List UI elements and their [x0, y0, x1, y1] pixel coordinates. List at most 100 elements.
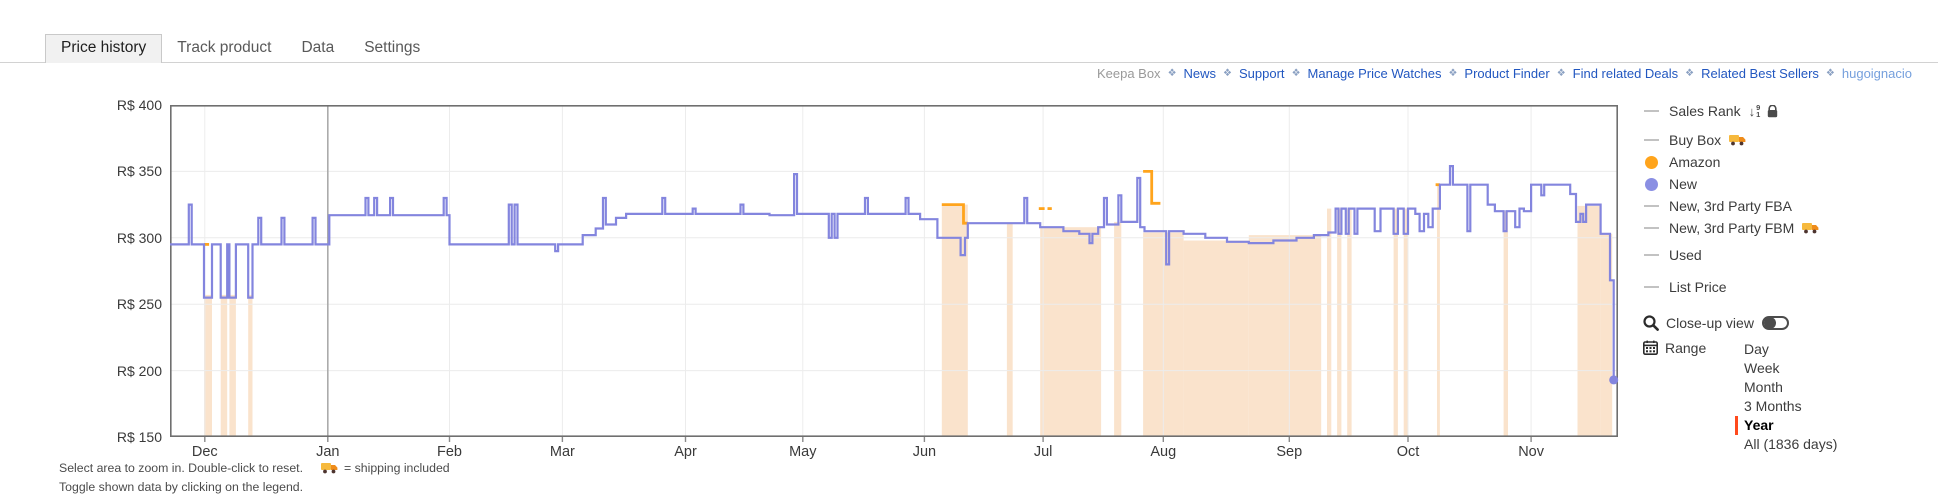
amazon-availability-band	[220, 294, 228, 437]
legend-item-new[interactable]: New	[1643, 175, 1837, 193]
fbm-marker	[1643, 227, 1660, 229]
link-separator-icon: ❖	[1556, 68, 1566, 79]
x-axis-label: Feb	[437, 444, 462, 460]
y-axis-label: R$ 200	[116, 362, 162, 379]
chart-legend: Sales Rank ↓ 9 1 Buy Box Amazon	[1643, 102, 1837, 454]
legend-label: New, 3rd Party FBM	[1669, 220, 1795, 236]
link-separator-icon: ❖	[1167, 68, 1177, 79]
tab-settings[interactable]: Settings	[364, 39, 421, 56]
x-axis-label: Apr	[674, 444, 697, 460]
amazon-availability-band	[1600, 233, 1613, 437]
range-option-month[interactable]: Month	[1744, 379, 1783, 395]
legend-label: Used	[1669, 247, 1702, 263]
legend-label: New	[1669, 176, 1698, 192]
keepa-box-label: Keepa Box	[1096, 66, 1161, 81]
news-link[interactable]: News	[1183, 66, 1217, 81]
support-link[interactable]: Support	[1239, 66, 1285, 81]
amazon-availability-band	[1393, 208, 1398, 437]
amazon-availability-band	[941, 204, 968, 437]
username-link[interactable]: hugoignacio	[1841, 66, 1912, 81]
link-separator-icon: ❖	[1223, 68, 1233, 79]
header-links: Keepa Box ❖ News ❖ Support ❖ Manage Pric…	[1097, 66, 1912, 81]
close-up-view-label: Close-up view	[1666, 315, 1754, 331]
legend-item-buy-box[interactable]: Buy Box	[1643, 131, 1837, 149]
tab-data[interactable]: Data	[301, 39, 335, 56]
sort-numeric-icon: ↓ 9 1	[1748, 103, 1761, 119]
price-history-chart[interactable]	[170, 105, 1619, 442]
new-price-line	[170, 165, 1615, 380]
amazon-availability-band	[204, 294, 212, 437]
range-option-year[interactable]: Year	[1735, 416, 1837, 435]
range-option-all[interactable]: All (1836 days)	[1744, 436, 1838, 452]
legend-label: Amazon	[1669, 154, 1721, 170]
range-option-3-months[interactable]: 3 Months	[1744, 398, 1802, 414]
x-axis-label: Jul	[1033, 444, 1053, 460]
amazon-price-line	[1143, 170, 1161, 205]
shipping-note: = shipping included	[344, 461, 450, 475]
y-axis-label: R$ 250	[116, 296, 162, 313]
amazon-availability-band	[1183, 240, 1249, 437]
link-separator-icon: ❖	[1685, 68, 1695, 79]
amazon-availability-band	[1437, 184, 1440, 437]
sales-rank-marker	[1643, 110, 1660, 112]
legend-item-sales-rank[interactable]: Sales Rank ↓ 9 1	[1643, 102, 1837, 120]
range-option-day[interactable]: Day	[1744, 341, 1769, 357]
amazon-availability-band	[229, 294, 236, 437]
amazon-availability-band	[1337, 208, 1342, 437]
new-marker	[1645, 177, 1658, 191]
product-finder-link[interactable]: Product Finder	[1464, 66, 1550, 81]
close-up-view-toggle[interactable]	[1761, 316, 1789, 330]
y-axis-label: R$ 300	[116, 229, 162, 246]
used-marker	[1643, 254, 1660, 256]
x-axis-label: Oct	[1396, 444, 1420, 460]
legend-item-used[interactable]: Used	[1643, 246, 1837, 264]
magnifier-icon	[1643, 315, 1659, 331]
amazon-availability-band	[1040, 227, 1102, 437]
manage-price-watches-link[interactable]: Manage Price Watches	[1307, 66, 1442, 81]
legend-label: List Price	[1669, 279, 1727, 295]
lock-icon	[1768, 104, 1778, 117]
x-axis-label: Aug	[1150, 444, 1177, 460]
legend-item-new-3rd-party-fbm[interactable]: New, 3rd Party FBM	[1643, 219, 1837, 237]
close-up-view-row: Close-up view	[1643, 313, 1837, 333]
shipping-truck-icon	[321, 463, 338, 474]
legend-item-new-3rd-party-fba[interactable]: New, 3rd Party FBA	[1643, 197, 1837, 215]
shipping-truck-icon	[1729, 135, 1746, 146]
amazon-availability-band	[248, 294, 253, 437]
chart-svg	[170, 105, 1619, 442]
related-best-sellers-link[interactable]: Related Best Sellers	[1701, 66, 1819, 81]
plot-border	[170, 105, 1619, 437]
legend-item-amazon[interactable]: Amazon	[1643, 153, 1837, 171]
tab-track-product[interactable]: Track product	[177, 39, 272, 56]
help-line-1: Select area to zoom in. Double-click to …	[59, 461, 303, 475]
amazon-availability-band	[1248, 235, 1322, 437]
y-axis-label: R$ 350	[116, 163, 162, 180]
y-axis-label: R$ 150	[116, 429, 162, 445]
x-axis-label: Dec	[191, 444, 218, 460]
legend-label: Sales Rank	[1669, 103, 1741, 119]
range-options: Day Week Month 3 Months Year All (1836 d…	[1735, 340, 1837, 454]
shipping-truck-icon	[1802, 223, 1819, 234]
buy-box-marker	[1643, 139, 1660, 141]
find-related-deals-link[interactable]: Find related Deals	[1572, 66, 1679, 81]
legend-label: New, 3rd Party FBA	[1669, 198, 1792, 214]
list-price-marker	[1643, 286, 1660, 288]
legend-label: Buy Box	[1669, 132, 1722, 148]
x-axis-label: Mar	[549, 444, 575, 460]
chart-help-text: Select area to zoom in. Double-click to …	[59, 459, 450, 496]
help-line-2: Toggle shown data by clicking on the leg…	[59, 479, 304, 494]
legend-item-list-price[interactable]: List Price	[1643, 278, 1837, 296]
tab-bar: Price history Track product Data Setting…	[0, 34, 1938, 63]
new-price-end-dot	[1609, 375, 1619, 385]
x-axis-label: May	[789, 444, 817, 460]
x-axis-label: Jun	[912, 444, 937, 460]
x-axis-label: Sep	[1276, 444, 1303, 460]
amazon-price-line	[941, 203, 968, 225]
amazon-availability-band	[1114, 221, 1122, 437]
amazon-availability-band	[1403, 208, 1408, 437]
tab-price-history[interactable]: Price history	[45, 34, 163, 63]
link-separator-icon: ❖	[1291, 68, 1301, 79]
link-separator-icon: ❖	[1825, 68, 1835, 79]
range-option-week[interactable]: Week	[1744, 360, 1780, 376]
range-label: Range	[1665, 340, 1707, 356]
